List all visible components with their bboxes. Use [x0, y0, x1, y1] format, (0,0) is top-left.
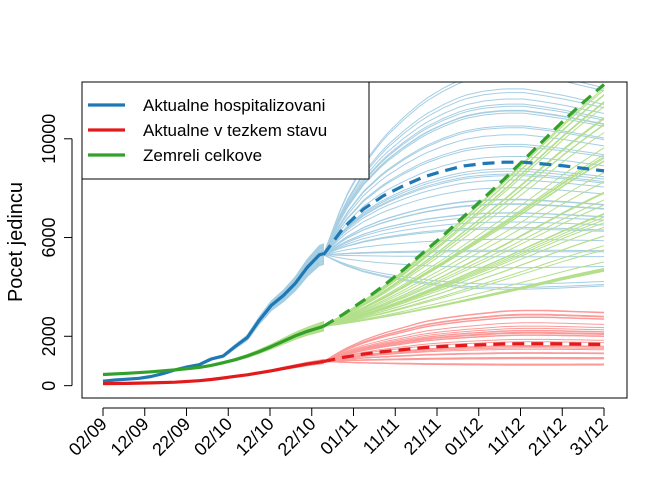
series-lines: [102, 83, 606, 386]
x-tick-label: 22/10: [274, 414, 320, 460]
y-axis: 0 2000 6000 10000: [39, 114, 73, 391]
x-tick-label: 02/10: [190, 414, 236, 460]
legend-label: Aktualne hospitalizovani: [143, 96, 325, 115]
x-tick-label: 11/12: [483, 414, 528, 459]
x-tick-label: 21/11: [400, 414, 445, 459]
series-observed-line-3: [102, 324, 324, 377]
legend-box: [81, 81, 370, 180]
series-projection-line-2: [323, 342, 605, 364]
x-tick-label: 11/11: [359, 414, 403, 458]
scenario-line: [102, 334, 605, 385]
legend-label: Aktualne v tezkem stavu: [143, 121, 327, 140]
series-observed-line-2: [102, 359, 324, 386]
y-tick-label: 0: [39, 381, 59, 391]
x-tick-label: 02/09: [65, 414, 111, 460]
scenario-line: [102, 334, 605, 385]
y-tick-label: 10000: [39, 114, 59, 164]
series-projection-line-3: [322, 83, 606, 328]
x-tick-label: 01/12: [441, 414, 487, 460]
x-tick-label: 22/09: [148, 414, 194, 460]
y-axis-label: Pocet jedincu: [5, 182, 27, 302]
x-tick-label: 31/12: [566, 414, 612, 460]
x-tick-label: 12/09: [107, 414, 153, 460]
y-tick-label: 6000: [39, 217, 59, 257]
x-tick-label: 12/10: [232, 414, 278, 460]
x-tick-label: 21/12: [524, 414, 570, 460]
x-axis: 02/0912/0922/0902/1012/1022/1001/1111/11…: [65, 407, 612, 460]
legend: Aktualne hospitalizovani Aktualne v tezke…: [81, 81, 370, 180]
scenario-line: [102, 360, 605, 385]
y-tick-label: 2000: [39, 316, 59, 356]
x-tick-label: 01/11: [316, 414, 361, 459]
series-observed-line-1: [102, 252, 324, 383]
legend-label: Zemreli celkove: [143, 146, 262, 165]
series-projection-line-1: [322, 160, 605, 256]
